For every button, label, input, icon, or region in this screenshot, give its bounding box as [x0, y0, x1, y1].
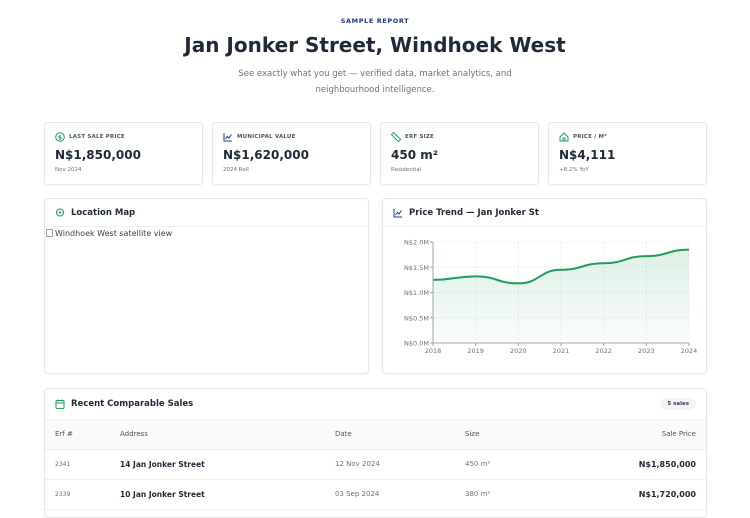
size-cell: 380 m² [465, 479, 531, 509]
stat-value: N$1,620,000 [223, 148, 360, 162]
broken-image-icon [46, 229, 53, 237]
x-tick-label: 2021 [553, 347, 570, 355]
y-tick-label: N$0.5M [404, 314, 429, 322]
panel-title: Price Trend — Jan Jonker St [409, 208, 539, 218]
x-tick-label: 2019 [467, 347, 484, 355]
erf-cell: 2339 [45, 479, 120, 509]
stat-value: N$1,850,000 [55, 148, 192, 162]
chart-line-icon [223, 132, 233, 142]
map-alt-text: Windhoek West satellite view [55, 229, 172, 238]
col-erf[interactable]: Erf # [45, 420, 120, 449]
panel-title: Location Map [71, 208, 135, 218]
date-cell: 12 Nov 2024 [335, 449, 465, 479]
stat-card-erf-size: ERF SIZE 450 m² Residential [380, 122, 539, 185]
stat-note: +8.2% YoY [559, 167, 696, 173]
location-map-panel: Location Map Windhoek West satellite vie… [44, 198, 369, 374]
price-cell: N$1,850,000 [531, 449, 706, 479]
page-title: Jan Jonker Street, Windhoek West [0, 33, 750, 57]
address-cell: 14 Jan Jonker Street [120, 449, 335, 479]
y-tick-label: N$2.0M [404, 239, 429, 247]
stat-label: PRICE / M² [573, 134, 607, 140]
x-tick-label: 2018 [425, 347, 442, 355]
comparable-sales-panel: Recent Comparable Sales 5 sales Erf # Add… [44, 388, 707, 518]
stat-value: N$4,111 [559, 148, 696, 162]
col-sale-price[interactable]: Sale Price [531, 420, 706, 449]
stat-label: LAST SALE PRICE [69, 134, 125, 140]
date-cell: 03 Sep 2024 [335, 479, 465, 509]
price-cell: N$1,720,000 [531, 479, 706, 509]
stat-note: Residential [391, 167, 528, 173]
col-address[interactable]: Address [120, 420, 335, 449]
col-date[interactable]: Date [335, 420, 465, 449]
map-image[interactable]: Windhoek West satellite view [45, 227, 368, 240]
map-pin-icon [55, 208, 65, 218]
eyebrow: SAMPLE REPORT [0, 17, 750, 25]
erf-cell: 2341 [45, 449, 120, 479]
panel-title: Recent Comparable Sales [71, 399, 193, 409]
y-tick-label: N$1.0M [404, 289, 429, 297]
page-subtitle: See exactly what you get — verified data… [235, 66, 515, 98]
stat-label: MUNICIPAL VALUE [237, 134, 296, 140]
calendar-icon [55, 399, 65, 409]
stat-card-last-sale: $ LAST SALE PRICE N$1,850,000 Nov 2024 [44, 122, 203, 185]
sales-count-badge: 5 sales [660, 398, 696, 410]
x-tick-label: 2020 [510, 347, 527, 355]
stat-note: Nov 2024 [55, 167, 192, 173]
x-tick-label: 2022 [595, 347, 612, 355]
col-size[interactable]: Size [465, 420, 531, 449]
dollar-circle-icon: $ [55, 132, 65, 142]
ruler-icon [391, 132, 401, 142]
y-tick-label: N$1.5M [404, 264, 429, 272]
stat-label: ERF SIZE [405, 134, 434, 140]
size-cell: 450 m² [465, 449, 531, 479]
home-icon [559, 132, 569, 142]
svg-text:$: $ [58, 134, 62, 141]
stat-note: 2024 Roll [223, 167, 360, 173]
stat-card-municipal-value: MUNICIPAL VALUE N$1,620,000 2024 Roll [212, 122, 371, 185]
stat-card-price-per-m2: PRICE / M² N$4,111 +8.2% YoY [548, 122, 707, 185]
x-tick-label: 2023 [638, 347, 655, 355]
stat-value: 450 m² [391, 148, 528, 162]
address-cell: 10 Jan Jonker Street [120, 479, 335, 509]
x-tick-label: 2024 [681, 347, 698, 355]
chart-line-icon [393, 208, 403, 218]
